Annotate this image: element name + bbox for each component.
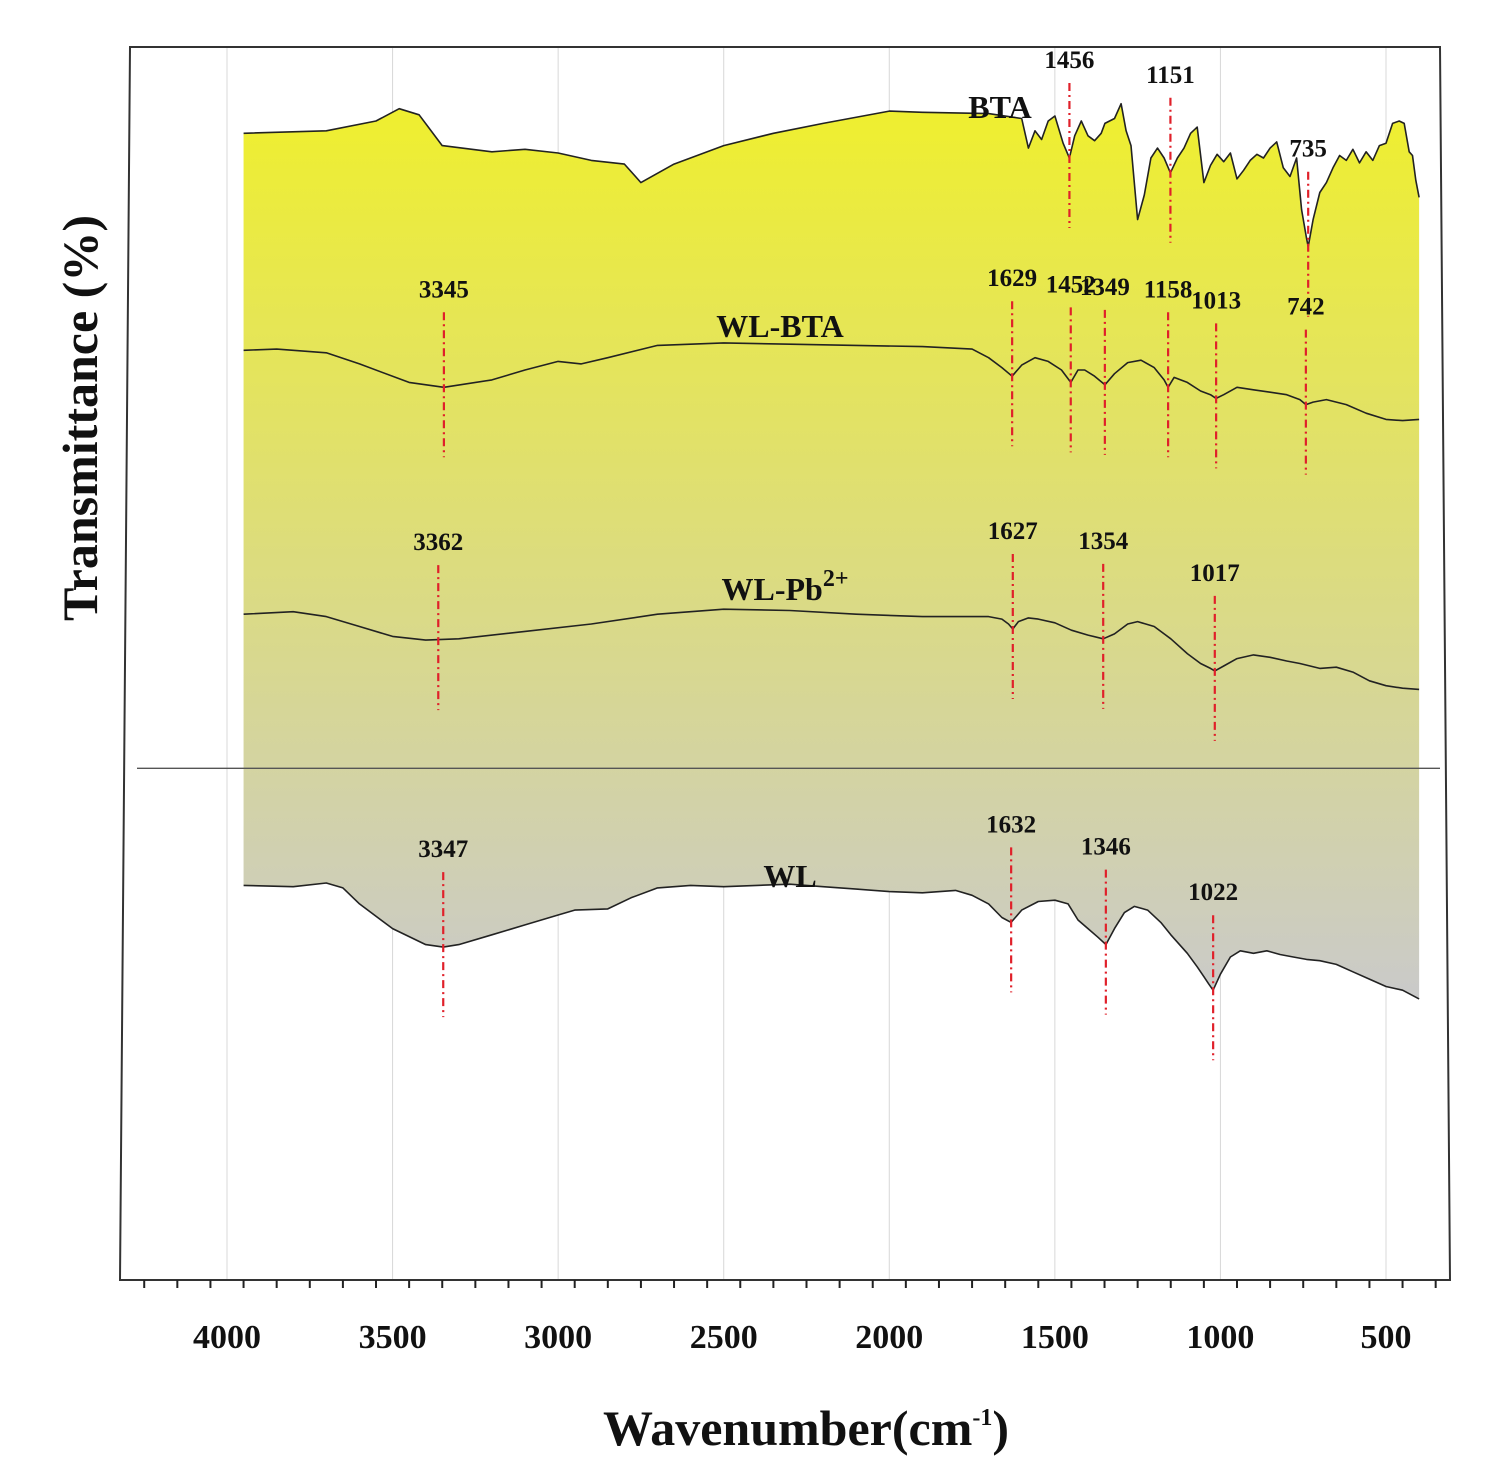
x-axis-title-close: ): [992, 1400, 1009, 1456]
series-label-3: WL: [763, 858, 816, 894]
x-axis-title-sup: -1: [972, 1405, 992, 1431]
peak-label-1158: 1158: [1144, 276, 1193, 303]
y-axis-title: Transmittance (%): [52, 215, 108, 621]
x-axis-title: Wavenumber(cm-1): [603, 1400, 1009, 1456]
peak-markers: [437, 82, 1310, 1061]
peak-label-742: 742: [1287, 294, 1325, 321]
peak-label-3362: 3362: [413, 529, 463, 556]
peak-label-1017: 1017: [1190, 560, 1240, 587]
x-tick-label-2000: 2000: [855, 1319, 923, 1356]
fill-area: [243, 103, 1420, 999]
x-tick-label-4000: 4000: [193, 1319, 261, 1356]
x-axis: 4000 3500 3000 2500 2000 1500 1000 500: [143, 1280, 1437, 1356]
peak-label-1632: 1632: [986, 811, 1036, 838]
series-line-0: [243, 102, 1420, 248]
series-label-1: WL-BTA: [716, 308, 843, 344]
x-tick-label-3000: 3000: [524, 1319, 592, 1356]
peak-label-1627: 1627: [988, 518, 1038, 545]
peak-label-1456: 1456: [1044, 47, 1094, 74]
peak-label-1022: 1022: [1188, 879, 1238, 906]
peak-label-1349: 1349: [1080, 274, 1130, 301]
x-tick-label-1500: 1500: [1021, 1319, 1089, 1356]
series-lines: [243, 102, 1420, 1000]
peak-label-1354: 1354: [1078, 528, 1129, 555]
peak-label-1629: 1629: [987, 265, 1037, 292]
peak-label-3347: 3347: [418, 836, 468, 863]
x-tick-label-1000: 1000: [1186, 1319, 1254, 1356]
x-tick-label-2500: 2500: [690, 1319, 758, 1356]
series-label-0: BTA: [968, 89, 1031, 125]
peak-label-1013: 1013: [1191, 287, 1241, 314]
series-line-2: [243, 608, 1420, 691]
series-line-1: [243, 342, 1420, 422]
series-line-3: [243, 882, 1420, 1000]
peak-label-735: 735: [1289, 136, 1327, 163]
peak-label-1151: 1151: [1146, 62, 1195, 89]
x-tick-label-500: 500: [1361, 1319, 1412, 1356]
peak-label-1452: 1452: [1046, 271, 1096, 298]
peak-label-3345: 3345: [419, 276, 469, 303]
x-axis-title-main: Wavenumber(cm: [603, 1400, 972, 1456]
plot-frame: [118, 46, 1452, 1281]
peak-label-1346: 1346: [1081, 834, 1131, 861]
frame-border: [118, 46, 1452, 1281]
x-tick-label-3500: 3500: [359, 1319, 427, 1356]
series-label-2: WL-Pb2+: [721, 566, 848, 607]
gradient-fill: [243, 103, 1420, 999]
